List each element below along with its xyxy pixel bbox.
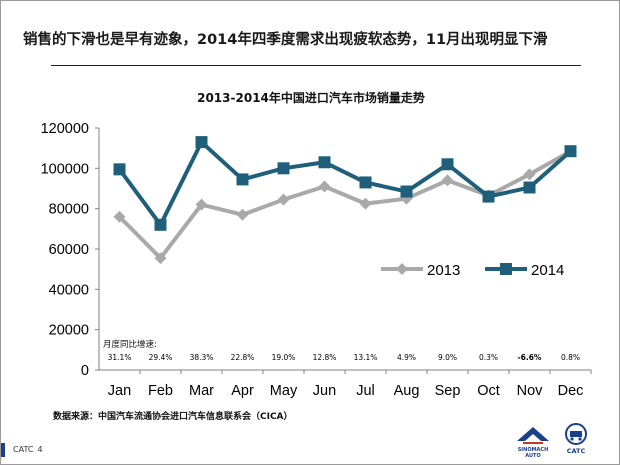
data-point-2013: [277, 193, 290, 206]
x-tick-label: Feb: [148, 383, 173, 399]
x-tick-label: Mar: [189, 383, 214, 399]
footer-accent-bar: [1, 443, 5, 457]
yoy-label: 19.0%: [272, 353, 296, 362]
legend-marker-2013: [396, 263, 408, 275]
yoy-label: 31.1%: [108, 353, 132, 362]
y-tick-label: 120000: [41, 121, 89, 137]
data-point-2013: [195, 198, 208, 211]
yoy-label: 13.1%: [354, 353, 378, 362]
yoy-label: 0.3%: [479, 353, 498, 362]
data-point-2014: [564, 145, 577, 158]
y-tick-label: 80000: [49, 202, 89, 218]
data-point-2013: [318, 180, 331, 193]
data-point-2014: [441, 158, 454, 171]
data-point-2014: [277, 162, 290, 175]
x-tick-label: Sep: [435, 383, 461, 399]
source-note: 数据来源：中国汽车流通协会进口汽车信息联系会（CICA）: [53, 412, 293, 422]
yoy-label: -6.6%: [518, 353, 542, 362]
x-tick-label: May: [270, 383, 298, 399]
legend-label-2014: 2014: [531, 262, 564, 279]
catc-logo: CATC: [561, 421, 591, 457]
yoy-label: 9.0%: [438, 353, 457, 362]
y-tick-label: 100000: [41, 161, 89, 177]
footer: CATC 4: [13, 445, 43, 454]
chart-title: 2013-2014年中国进口汽车市场销量走势: [197, 91, 425, 105]
sinomach-logo: SINOMACH AUTO: [511, 421, 555, 459]
series-line-2014: [117, 140, 572, 227]
legend-label-2013: 2013: [427, 262, 460, 279]
headline-rule: [51, 65, 581, 66]
data-point-2014: [113, 163, 126, 176]
yoy-label: 12.8%: [313, 353, 337, 362]
data-point-2014: [359, 176, 372, 189]
data-point-2014: [195, 136, 208, 149]
data-point-2014: [400, 185, 413, 198]
sinomach-emblem-icon: [517, 427, 549, 444]
page-number: 4: [37, 445, 43, 454]
yoy-label: 38.3%: [190, 353, 214, 362]
x-tick-label: Nov: [517, 383, 544, 399]
x-tick-label: Apr: [231, 383, 254, 399]
legend-marker-2014: [500, 263, 512, 275]
x-tick-label: Oct: [477, 383, 500, 399]
data-point-2014: [523, 181, 536, 194]
yoy-label: 4.9%: [397, 353, 416, 362]
data-point-2014: [236, 173, 249, 186]
y-tick-label: 20000: [49, 323, 89, 339]
x-tick-label: Dec: [558, 383, 584, 399]
data-point-2014: [154, 218, 167, 231]
x-tick-label: Jun: [313, 383, 336, 399]
x-tick-label: Aug: [394, 383, 420, 399]
y-tick-label: 40000: [49, 282, 89, 298]
y-tick-label: 60000: [49, 242, 89, 258]
data-point-2013: [236, 208, 249, 221]
series-line-2013: [118, 149, 572, 261]
yoy-label: 22.8%: [231, 353, 255, 362]
catc-emblem-icon: [565, 423, 587, 445]
data-point-2013: [441, 174, 454, 187]
data-point-2013: [113, 210, 126, 223]
y-tick-label: 0: [81, 363, 89, 379]
headline: 销售的下滑也是早有迹象，2014年四季度需求出现疲软态势，11月出现明显下滑: [23, 32, 548, 48]
x-tick-label: Jan: [108, 383, 131, 399]
data-point-2014: [482, 190, 495, 203]
catc-logo-text: CATC: [566, 447, 586, 455]
data-point-2013: [359, 197, 372, 210]
sinomach-logo-text: SINOMACH AUTO: [517, 447, 549, 459]
footer-label: CATC: [13, 445, 34, 454]
x-tick-label: Jul: [356, 383, 375, 399]
yoy-label: 0.8%: [561, 353, 580, 362]
data-point-2013: [523, 168, 536, 181]
data-point-2014: [318, 156, 331, 169]
data-point-2013: [154, 252, 167, 265]
yoy-caption: 月度同比增速:: [103, 340, 157, 350]
yoy-label: 29.4%: [149, 353, 173, 362]
